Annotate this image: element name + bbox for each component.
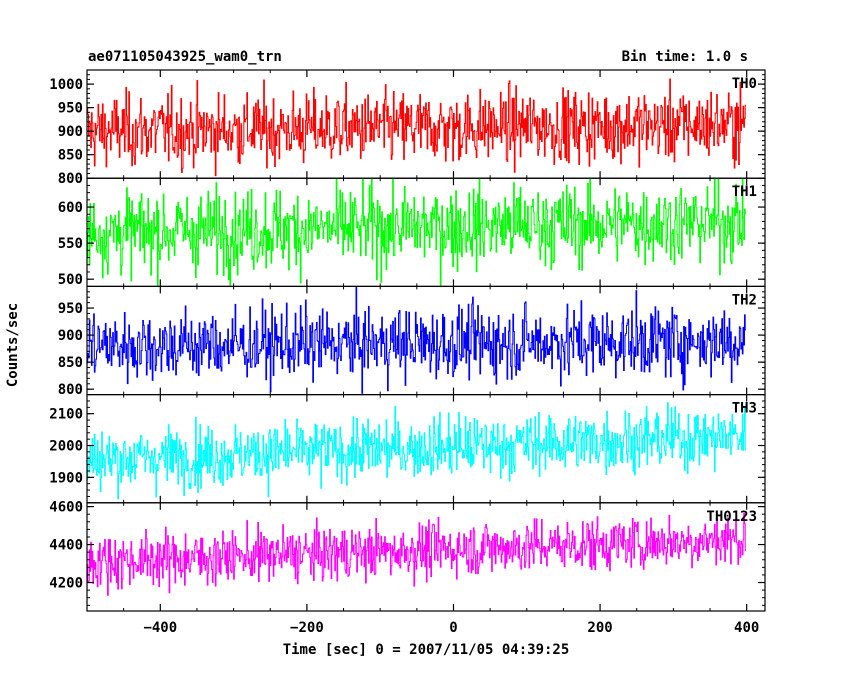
series-line-th2 [87, 286, 746, 394]
panel-th3: 1900 2000 2100 TH3 [49, 394, 766, 504]
panel-th1: 500 550 600 TH1 [58, 177, 766, 288]
y-tick-label: 4600 [49, 500, 83, 516]
y-tick-label: 4400 [49, 538, 83, 554]
x-axis: −400 −200 0 200 400 [143, 620, 759, 636]
y-tick-label: 2100 [49, 407, 83, 423]
y-tick-label: 900 [58, 124, 83, 140]
y-tick-label: 800 [58, 171, 83, 187]
x-tick-label: 0 [449, 620, 457, 636]
series-label-th1: TH1 [732, 184, 757, 200]
y-tick-label: 1900 [49, 470, 83, 486]
series-line-th0 [87, 78, 746, 177]
chart-title: ae071105043925_wam0_trn [88, 49, 282, 65]
panels-group: 800 850 900 950 1000 TH0 500 550 600 TH1 800 850 900… [49, 69, 766, 612]
y-axis-label: Counts/sec [5, 303, 21, 387]
x-axis-label: Time [sec] 0 = 2007/11/05 04:39:25 [283, 642, 570, 658]
bin-time-label: Bin time: 1.0 s [622, 49, 748, 65]
panel-th0123: 4200 4400 4600 TH0123 [49, 500, 766, 612]
y-tick-label: 800 [58, 382, 83, 398]
y-tick-label: 1000 [49, 77, 83, 93]
y-tick-label: 600 [58, 200, 83, 216]
panel-frame [86, 502, 766, 612]
x-tick-label: −200 [290, 620, 324, 636]
series-line-th0123 [87, 512, 746, 596]
series-label-th0: TH0 [732, 76, 757, 92]
y-tick-label: 850 [58, 355, 83, 371]
y-tick-label: 4200 [49, 576, 83, 592]
y-tick-label: 900 [58, 328, 83, 344]
series-line-th1 [87, 178, 746, 287]
series-line-th3 [87, 402, 746, 500]
x-tick-label: 400 [734, 620, 759, 636]
y-tick-label: 550 [58, 236, 83, 252]
x-tick-label: 200 [587, 620, 612, 636]
panel-th0: 800 850 900 950 1000 TH0 [49, 69, 766, 187]
y-tick-label: 850 [58, 148, 83, 164]
series-label-th2: TH2 [732, 292, 757, 308]
panel-th2: 800 850 900 950 TH2 [58, 285, 766, 398]
y-tick-label: 500 [58, 272, 83, 288]
y-tick-label: 950 [58, 301, 83, 317]
y-tick-label: 950 [58, 101, 83, 117]
y-tick-label: 2000 [49, 439, 83, 455]
x-tick-label: −400 [143, 620, 177, 636]
series-label-th0123: TH0123 [706, 509, 757, 525]
series-label-th3: TH3 [732, 401, 757, 417]
